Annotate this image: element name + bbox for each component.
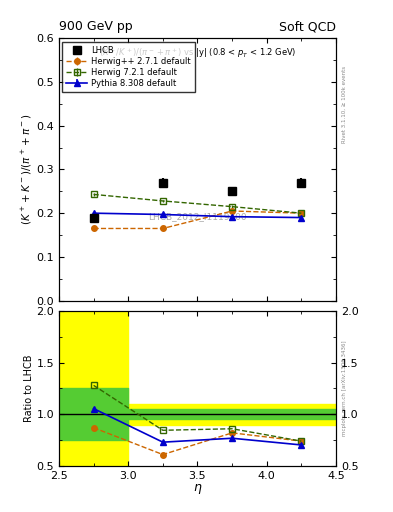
Text: Soft QCD: Soft QCD	[279, 20, 336, 33]
Legend: LHCB, Herwig++ 2.7.1 default, Herwig 7.2.1 default, Pythia 8.308 default: LHCB, Herwig++ 2.7.1 default, Herwig 7.2…	[62, 42, 195, 92]
Text: $(K^-/K^+)/(\pi^-+\pi^+)$ vs |y| (0.8 < $p_T$ < 1.2 GeV): $(K^-/K^+)/(\pi^-+\pi^+)$ vs |y| (0.8 < …	[99, 46, 296, 60]
Text: Rivet 3.1.10, ≥ 100k events: Rivet 3.1.10, ≥ 100k events	[342, 66, 347, 142]
Text: mcplots.cern.ch [arXiv:1306.3436]: mcplots.cern.ch [arXiv:1306.3436]	[342, 340, 347, 436]
Y-axis label: $(K^+ + K^-)/(\pi^+ + \pi^-)$: $(K^+ + K^-)/(\pi^+ + \pi^-)$	[20, 114, 33, 225]
X-axis label: $\eta$: $\eta$	[193, 482, 202, 496]
Text: 900 GeV pp: 900 GeV pp	[59, 20, 132, 33]
Y-axis label: Ratio to LHCB: Ratio to LHCB	[24, 355, 33, 422]
Text: LHCB_2012_I1119400: LHCB_2012_I1119400	[148, 212, 247, 221]
